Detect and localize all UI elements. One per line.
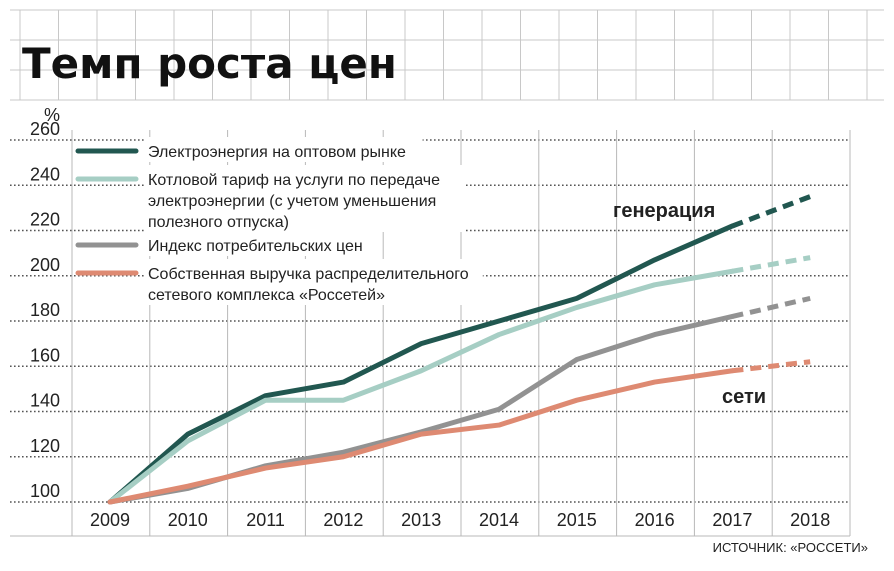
x-tick-label: 2014	[479, 510, 519, 530]
series-line	[107, 268, 735, 505]
y-tick-label: 140	[30, 391, 60, 411]
legend-label: Котловой тариф на услуги по передаче	[148, 172, 440, 189]
series-line	[107, 368, 735, 505]
legend: Электроэнергия на оптовом рынке Котловой …	[75, 137, 483, 305]
series-lines	[107, 194, 812, 505]
y-tick-label: 260	[30, 119, 60, 139]
series-forecast-line	[731, 295, 811, 319]
legend-label: Собственная выручка распределительного	[148, 266, 469, 283]
y-tick-label: 180	[30, 300, 60, 320]
legend-label-backdrop	[144, 259, 483, 305]
series-4	[107, 359, 811, 505]
series-forecast-line	[731, 255, 811, 274]
background-grid	[10, 9, 884, 101]
legend-item-2: Котловой тариф на услуги по передаче элек…	[75, 165, 466, 232]
x-tick-label: 2016	[635, 510, 675, 530]
series-2	[107, 255, 811, 505]
series-1	[107, 194, 812, 505]
legend-label: Электроэнергия на оптовом рынке	[148, 144, 406, 161]
x-tick-label: 2013	[401, 510, 441, 530]
y-tick-label: 200	[30, 255, 60, 275]
legend-item-1: Электроэнергия на оптовом рынке	[75, 137, 423, 162]
x-tick-label: 2010	[168, 510, 208, 530]
legend-label: электроэнергии (с учетом уменьшения	[148, 193, 436, 210]
legend-label-backdrop	[144, 231, 380, 256]
y-axis-label: %	[44, 105, 60, 125]
legend-label: сетевого комплекса «Россетей»	[148, 287, 385, 304]
x-axis-tick-labels: 2009 2010 2011 2012 2013 2014 2015 2016 2017 2018	[90, 510, 830, 530]
series-line	[107, 223, 735, 505]
legend-label: полезного отпуска)	[148, 214, 289, 231]
series-3	[107, 295, 811, 505]
annotation-generation: генерация	[613, 200, 715, 222]
x-tick-label: 2009	[90, 510, 130, 530]
x-tick-label: 2012	[323, 510, 363, 530]
chart-title: Темп роста цен	[22, 39, 397, 88]
x-tick-label: 2011	[246, 510, 285, 530]
x-tick-label: 2017	[712, 510, 752, 530]
y-tick-label: 240	[30, 164, 60, 184]
series-forecast-line	[732, 359, 811, 374]
y-tick-label: 220	[30, 210, 60, 230]
y-axis-tick-labels: 100 120 140 160 180 200 220 240 260	[30, 119, 60, 501]
source-note: ИСТОЧНИК: «РОССЕТИ»	[713, 540, 868, 555]
annotation-grid: сети	[722, 386, 766, 408]
legend-item-3: Индекс потребительских цен	[75, 231, 380, 256]
y-tick-label: 120	[30, 436, 60, 456]
y-tick-label: 100	[30, 481, 60, 501]
legend-label-backdrop	[144, 165, 466, 232]
x-tick-label: 2018	[790, 510, 830, 530]
legend-label: Индекс потребительских цен	[148, 238, 363, 255]
y-tick-label: 160	[30, 345, 60, 365]
x-tick-label: 2015	[557, 510, 597, 530]
series-forecast-line	[731, 194, 812, 229]
legend-label-backdrop	[144, 137, 423, 162]
legend-item-4: Собственная выручка распределительного се…	[75, 259, 483, 305]
